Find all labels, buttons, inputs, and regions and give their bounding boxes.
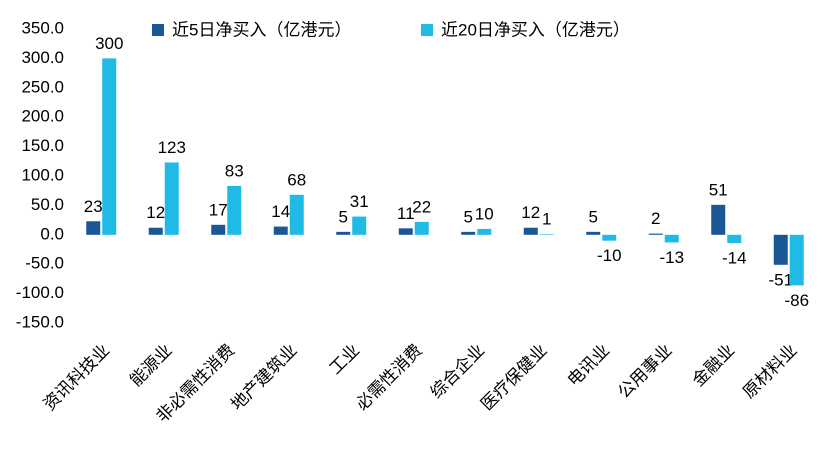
y-tick-label: -100.0	[16, 283, 64, 302]
y-tick-label: -150.0	[16, 312, 64, 331]
bar	[102, 58, 117, 235]
data-label: 11	[397, 204, 415, 223]
data-label: 5	[464, 207, 473, 226]
y-tick-label: 150.0	[21, 136, 64, 155]
x-tick-label: 地产建筑业	[227, 341, 301, 415]
bar	[648, 233, 663, 235]
legend-swatch	[152, 24, 164, 36]
data-label: -10	[597, 246, 622, 265]
bar	[352, 216, 367, 235]
y-tick-label: 300.0	[21, 48, 64, 67]
data-label: 12	[521, 203, 540, 222]
bar	[461, 231, 476, 235]
bar	[211, 224, 226, 235]
data-label: 2	[651, 209, 660, 228]
legend-label: 近20日净买入（亿港元）	[441, 20, 630, 39]
bar	[539, 234, 554, 235]
y-tick-label: 0.0	[40, 224, 64, 243]
x-tick-label: 金融业	[689, 341, 738, 390]
data-label: -14	[722, 249, 747, 268]
data-label: 123	[158, 138, 186, 157]
bar	[164, 162, 179, 235]
data-label: -13	[659, 248, 684, 267]
y-tick-label: 350.0	[21, 18, 64, 37]
data-label: 22	[412, 197, 431, 216]
data-label: 83	[225, 161, 244, 180]
data-label: 14	[271, 202, 290, 221]
bar	[289, 194, 304, 235]
bar	[86, 221, 101, 235]
data-label: 12	[146, 203, 165, 222]
data-label: 5	[589, 207, 598, 226]
bar	[523, 227, 538, 235]
bar	[398, 228, 413, 235]
x-tick-label: 综合企业	[427, 341, 489, 403]
x-tick-label: 资讯科技业	[40, 341, 114, 415]
legend-label: 近5日净买入（亿港元）	[172, 20, 351, 39]
bar	[477, 228, 492, 235]
data-label: 1	[542, 210, 551, 229]
data-label: 17	[209, 200, 228, 219]
y-tick-label: 100.0	[21, 165, 64, 184]
bar	[773, 234, 788, 265]
bar	[602, 234, 617, 241]
x-tick-label: 必需性消费	[352, 341, 426, 415]
x-tick-label: 医疗保健业	[477, 341, 551, 415]
data-label: 5	[339, 207, 348, 226]
y-tick-label: 200.0	[21, 107, 64, 126]
bar	[227, 185, 242, 235]
bar	[789, 234, 804, 286]
bar	[586, 231, 601, 235]
bar	[414, 221, 429, 235]
x-tick-label: 工业	[326, 341, 363, 378]
y-tick-label: 50.0	[31, 195, 64, 214]
bar	[711, 204, 726, 235]
bar	[148, 227, 163, 235]
y-tick-label: -50.0	[25, 254, 64, 273]
x-tick-label: 公用事业	[614, 341, 676, 403]
x-tick-label: 能源业	[126, 341, 175, 390]
data-label: 10	[475, 204, 494, 223]
data-label: 23	[84, 197, 103, 216]
bar	[727, 234, 742, 244]
data-label: 31	[350, 192, 369, 211]
data-label: -51	[768, 270, 793, 289]
bar	[273, 226, 288, 235]
data-label: 51	[709, 180, 728, 199]
legend-swatch	[421, 24, 433, 36]
x-tick-label: 电讯业	[564, 341, 613, 390]
y-tick-label: 250.0	[21, 77, 64, 96]
x-tick-label: 原材料业	[739, 341, 801, 403]
data-label: 300	[95, 34, 123, 53]
data-label: 68	[287, 170, 306, 189]
bar	[664, 234, 679, 243]
data-label: -86	[784, 291, 809, 310]
bar	[336, 231, 351, 235]
